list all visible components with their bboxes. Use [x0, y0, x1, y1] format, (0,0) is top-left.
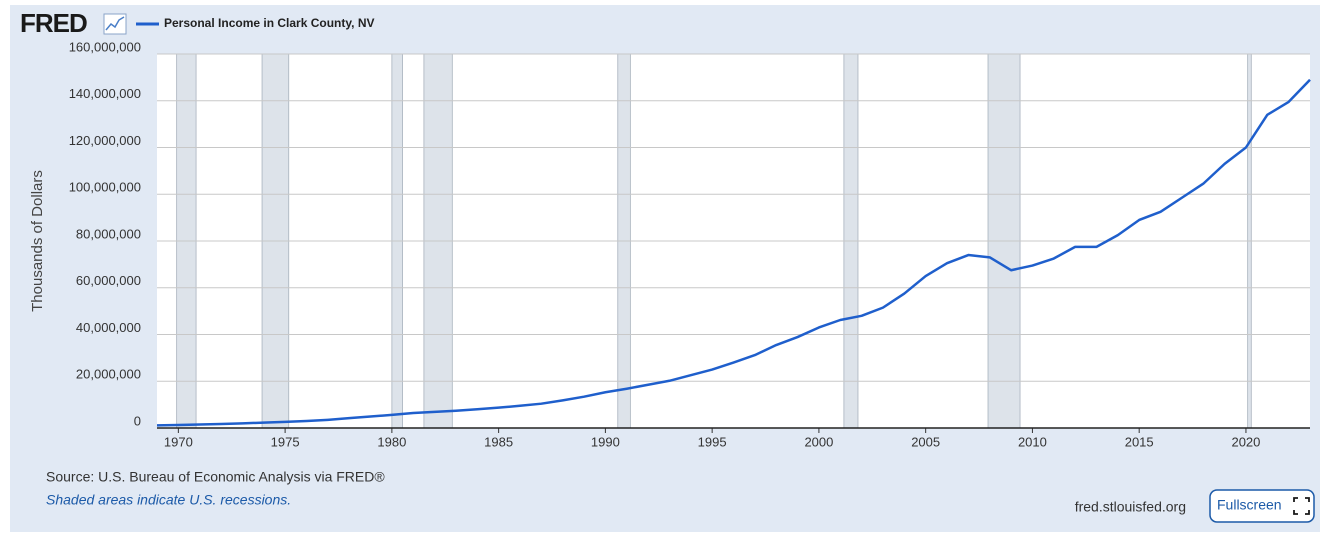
data-line — [156, 78, 1311, 427]
logo-icon — [103, 13, 127, 35]
y-tick-label: 140,000,000 — [69, 86, 141, 101]
x-tick-label: 1985 — [484, 434, 513, 449]
logo: FRED — [20, 8, 87, 38]
fullscreen-button[interactable]: Fullscreen — [1209, 489, 1315, 523]
y-tick-label: 160,000,000 — [69, 39, 141, 54]
y-tick-label: 80,000,000 — [76, 226, 141, 241]
y-axis-title: Thousands of Dollars — [29, 170, 46, 312]
y-tick-label: 60,000,000 — [76, 273, 141, 288]
x-tick-label: 1990 — [591, 434, 620, 449]
source: Source: U.S. Bureau of Economic Analysis… — [46, 469, 385, 485]
x-tick-label: 1975 — [271, 434, 300, 449]
x-tick-label: 2000 — [804, 434, 833, 449]
y-tick-label: 0 — [134, 413, 141, 428]
recession-note: Shaded areas indicate U.S. recessions. — [46, 492, 291, 508]
x-tick-label: 2010 — [1018, 434, 1047, 449]
x-tick-label: 2005 — [911, 434, 940, 449]
site-link[interactable]: fred.stlouisfed.org — [1075, 499, 1186, 515]
y-tick-label: 120,000,000 — [69, 133, 141, 148]
x-tick-label: 2015 — [1125, 434, 1154, 449]
legend-label: Personal Income in Clark County, NV — [164, 16, 375, 30]
button-label[interactable]: Fullscreen — [1217, 497, 1282, 513]
x-tick-label: 1980 — [377, 434, 406, 449]
y-tick-label: 100,000,000 — [69, 180, 141, 195]
x-tick-label: 2020 — [1231, 434, 1260, 449]
y-tick-label: 20,000,000 — [76, 367, 141, 382]
x-tick-label: 1995 — [698, 434, 727, 449]
x-tick-label: 1970 — [164, 434, 193, 449]
y-tick-label: 40,000,000 — [76, 320, 141, 335]
